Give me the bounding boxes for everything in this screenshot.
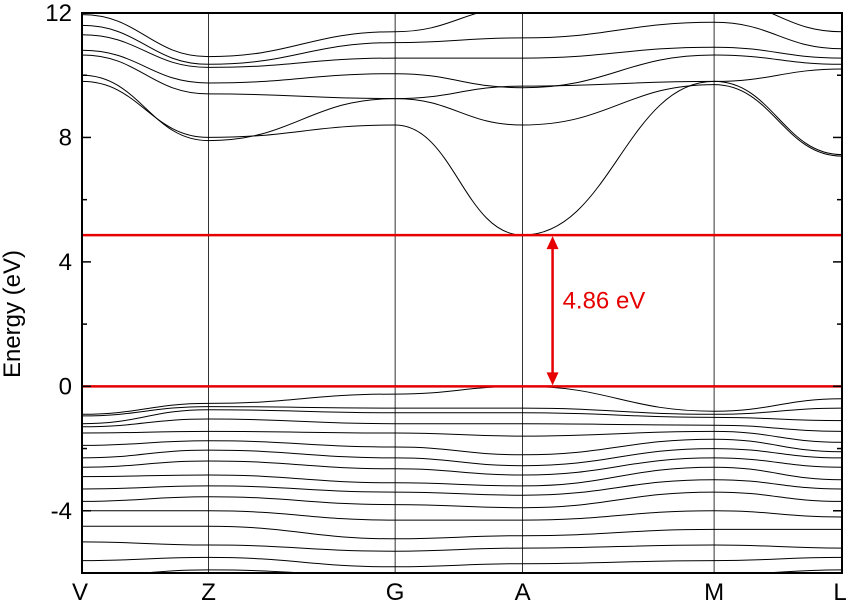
y-tick-label: 4 — [59, 249, 72, 276]
y-tick-label: 0 — [59, 373, 72, 400]
valence-band-7 — [82, 448, 842, 467]
gap-arrow-head-down — [546, 372, 559, 386]
conduction-band-3 — [82, 54, 842, 100]
valence-band-13 — [82, 525, 842, 540]
x-tick-label-g: G — [386, 579, 405, 604]
conduction-band-1 — [82, 80, 842, 236]
plot-frame — [81, 12, 843, 574]
y-tick-label: -4 — [51, 498, 72, 525]
valence-band-3 — [82, 409, 842, 425]
valence-band-11 — [82, 491, 842, 509]
valence-band-1 — [82, 385, 842, 415]
x-tick-label-l: L — [833, 579, 846, 604]
y-axis-title: Energy (eV) — [0, 250, 26, 378]
gap-arrow-head-up — [546, 236, 559, 250]
valence-band-12 — [82, 510, 842, 521]
conduction-band-6 — [82, 21, 842, 65]
y-tick-label: 8 — [59, 124, 72, 151]
band-gap-label: 4.86 eV — [563, 288, 646, 315]
x-tick-label-m: M — [704, 579, 724, 604]
y-axis: 12 8 4 0 -4 — [45, 0, 842, 574]
valence-band-5 — [82, 430, 842, 443]
x-tick-label-z: Z — [201, 579, 216, 604]
valence-band-8 — [82, 457, 842, 476]
conduction-band-2 — [82, 74, 842, 157]
band-lines — [82, 13, 842, 573]
x-tick-label-v: V — [72, 579, 88, 604]
conduction-band-4 — [82, 49, 842, 89]
conduction-band-5 — [82, 34, 842, 68]
gap-highlight — [82, 233, 842, 388]
valence-band-4 — [82, 418, 842, 432]
valence-band-6 — [82, 438, 842, 456]
x-tick-label-a: A — [515, 579, 531, 604]
valence-band-16 — [139, 569, 842, 573]
valence-band-14 — [82, 541, 842, 552]
valence-band-9 — [82, 466, 842, 487]
valence-band-2 — [82, 406, 842, 417]
conduction-band-7 — [82, 13, 842, 58]
valence-band-15 — [82, 556, 842, 568]
valence-band-10 — [82, 479, 842, 496]
y-tick-label: 12 — [45, 0, 72, 27]
